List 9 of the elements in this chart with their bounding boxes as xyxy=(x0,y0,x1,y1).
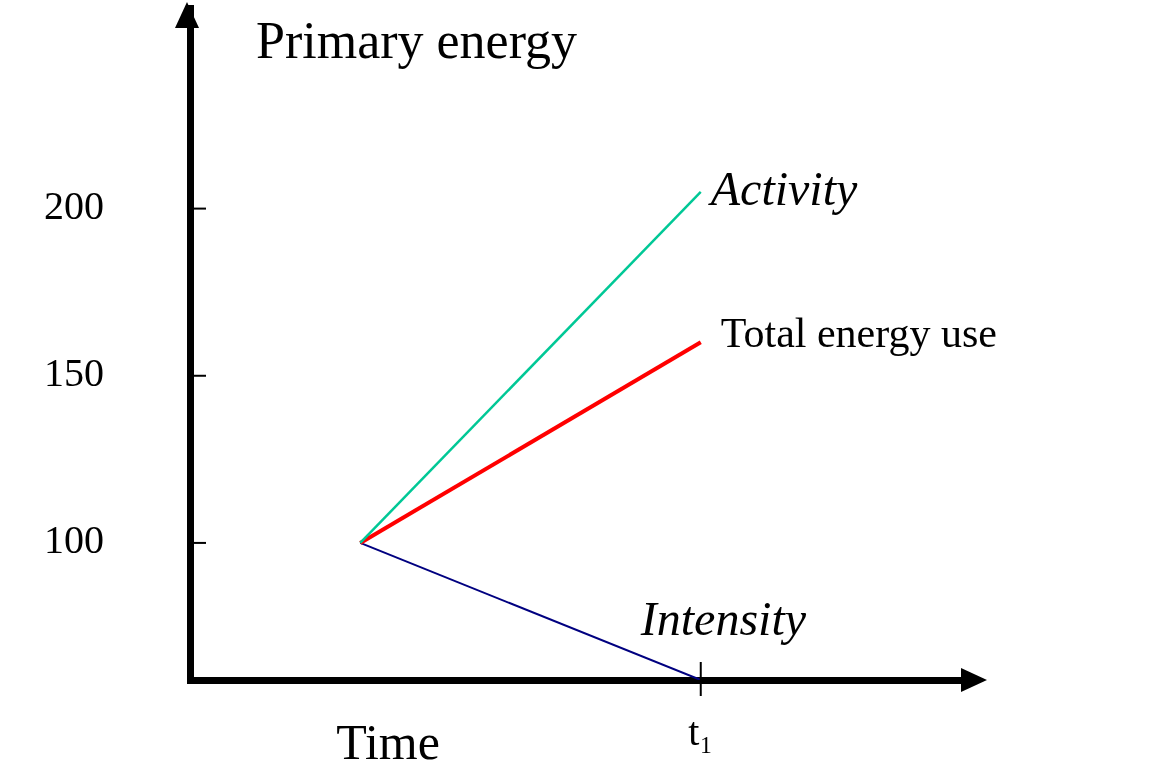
y-tick-label: 100 xyxy=(44,517,104,563)
x-tick-label: t₁ xyxy=(688,708,714,754)
series-label: Intensity xyxy=(639,591,807,645)
y-tick-label: 200 xyxy=(44,183,104,229)
y-tick-label: 150 xyxy=(44,350,104,396)
series-label: Activity xyxy=(707,161,859,215)
x-axis-title: Time xyxy=(336,714,440,771)
series-label: Total energy use xyxy=(720,310,997,357)
y-axis-title: Primary energy xyxy=(256,11,578,69)
